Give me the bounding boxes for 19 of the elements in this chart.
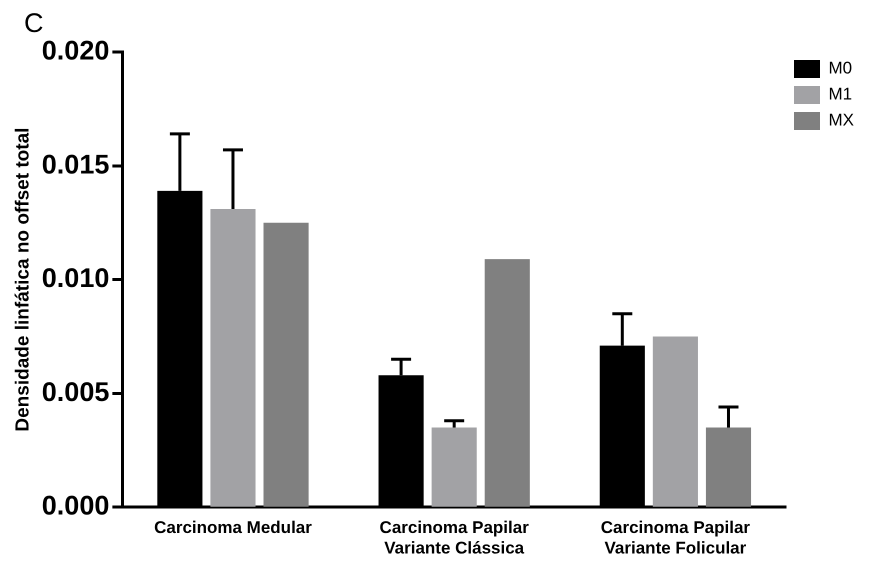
y-tick-label: 0.010 [42,263,110,294]
bar [652,336,698,507]
x-tick-label: Carcinoma Papilar Variante Clássica [380,518,530,558]
bar [264,222,309,507]
x-tick-label: Carcinoma Papilar Variante Folicular [600,518,750,558]
y-tick-label: 0.000 [42,490,110,521]
bar [706,428,752,507]
bar [484,259,530,507]
x-tick-label: Carcinoma Medular [154,518,312,538]
y-tick-label: 0.015 [42,149,110,180]
legend-label: M0 [828,58,852,78]
y-axis-title: Densidade linfática no offset total [12,128,34,432]
y-tick-label: 0.005 [42,376,110,407]
bar [432,428,477,507]
bar [210,209,256,507]
legend-label: MX [828,110,854,130]
y-tick-label: 0.020 [42,35,110,66]
text: C [24,8,44,39]
legend-label: M1 [828,84,852,104]
